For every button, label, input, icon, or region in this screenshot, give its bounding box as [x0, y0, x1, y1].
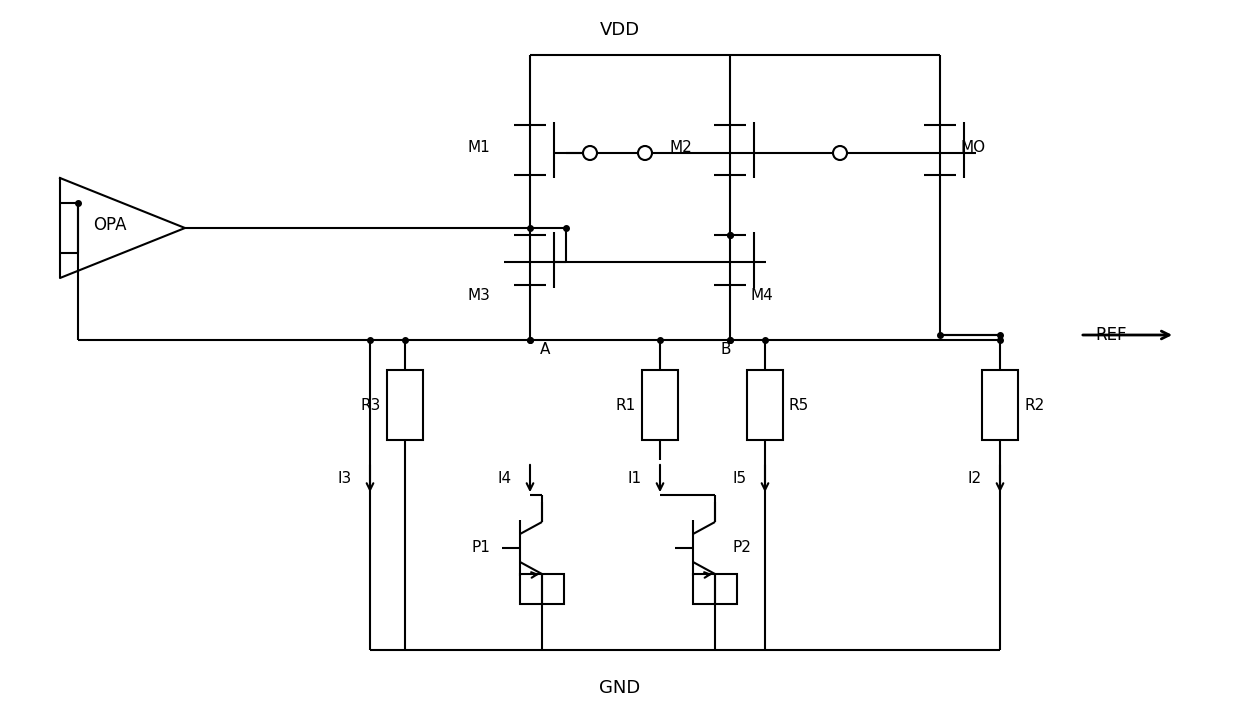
Text: P2: P2: [733, 540, 751, 555]
Text: R3: R3: [361, 397, 381, 412]
Text: M3: M3: [467, 287, 490, 302]
Text: B: B: [720, 343, 730, 358]
Bar: [387, 370, 423, 440]
Text: I4: I4: [498, 471, 512, 486]
Text: M1: M1: [467, 141, 490, 156]
Text: M4: M4: [750, 287, 773, 302]
Text: GND: GND: [599, 679, 641, 697]
Text: I3: I3: [337, 471, 352, 486]
Text: R1: R1: [616, 397, 636, 412]
Text: OPA: OPA: [93, 216, 126, 234]
Bar: [982, 370, 1018, 440]
Text: MO: MO: [960, 141, 985, 156]
Text: P1: P1: [471, 540, 490, 555]
Text: R2: R2: [1024, 397, 1044, 412]
Bar: [693, 574, 737, 604]
Text: REF: REF: [1095, 326, 1126, 344]
Text: A: A: [539, 343, 551, 358]
Bar: [746, 370, 782, 440]
Text: VDD: VDD: [600, 21, 640, 39]
Bar: [520, 574, 564, 604]
Text: I1: I1: [627, 471, 642, 486]
Text: I2: I2: [968, 471, 982, 486]
Text: M2: M2: [670, 141, 692, 156]
Text: R5: R5: [789, 397, 810, 412]
Bar: [642, 370, 678, 440]
Text: I5: I5: [733, 471, 746, 486]
